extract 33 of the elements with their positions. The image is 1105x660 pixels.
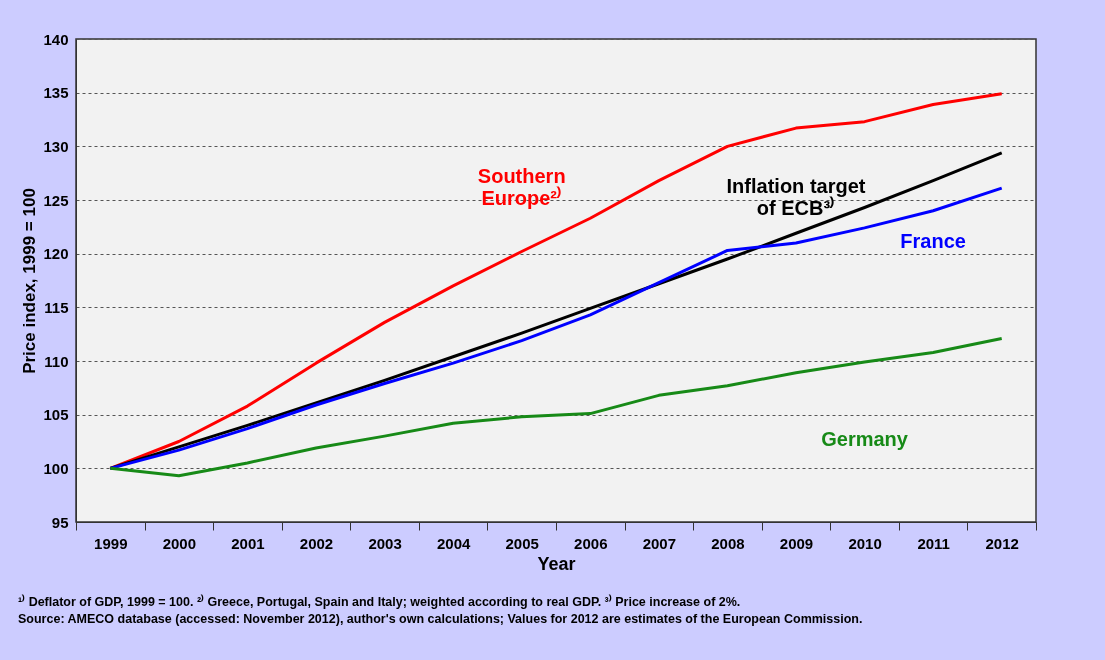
y-tick-label: 130: [43, 137, 69, 155]
x-tick-label: 1999: [94, 534, 128, 552]
x-axis-title: Year: [537, 553, 576, 574]
series-label: France: [900, 229, 966, 252]
x-tick-label: 2001: [231, 534, 265, 552]
x-tick-label: 2007: [642, 534, 677, 552]
y-tick-label: 110: [44, 352, 69, 370]
y-tick-label: 135: [43, 84, 69, 102]
x-tick-label: 2012: [985, 534, 1019, 552]
text: Germany: [821, 428, 909, 451]
line-series: [108, 336, 1004, 478]
y-tick-label: 115: [44, 298, 69, 316]
source-note: Source: AMECO database (accessed: November 2012), author's own calculations; Values for 2012 are estimates of the European Commission.: [18, 611, 864, 628]
y-tick-label: 100: [43, 459, 69, 477]
y-axis-title: Price index, 1999 = 100: [20, 188, 40, 374]
x-tick-label: 2006: [574, 534, 608, 552]
x-tick-label: 2005: [505, 534, 539, 552]
y-tick-label: 140: [43, 30, 69, 48]
text: ¹⁾ Deflator of GDP, 1999 = 100. ²⁾ Greece, Portugal, Spain and Italy; weighted according to real GDP. ³⁾ Price increase of 2%.: [18, 594, 742, 611]
x-tick-label: 2009: [779, 534, 814, 552]
x-tick-label: 2003: [368, 534, 402, 552]
series-label: Inflation target of ECB³⁾: [726, 175, 866, 220]
series-label: Southern Europe²⁾: [477, 164, 566, 209]
y-tick-label: 105: [43, 406, 69, 424]
y-tick-label: 95: [51, 513, 69, 531]
x-tick-label: 2002: [299, 534, 334, 552]
y-tick-label: 120: [43, 245, 69, 263]
x-tick-label: 2008: [711, 534, 745, 552]
y-tick-label: 125: [43, 191, 69, 209]
x-tick-label: 2011: [917, 534, 950, 552]
x-tick-label: 2000: [162, 534, 197, 552]
x-tick-label: 2010: [848, 534, 882, 552]
x-tick-label: 2004: [436, 534, 471, 552]
